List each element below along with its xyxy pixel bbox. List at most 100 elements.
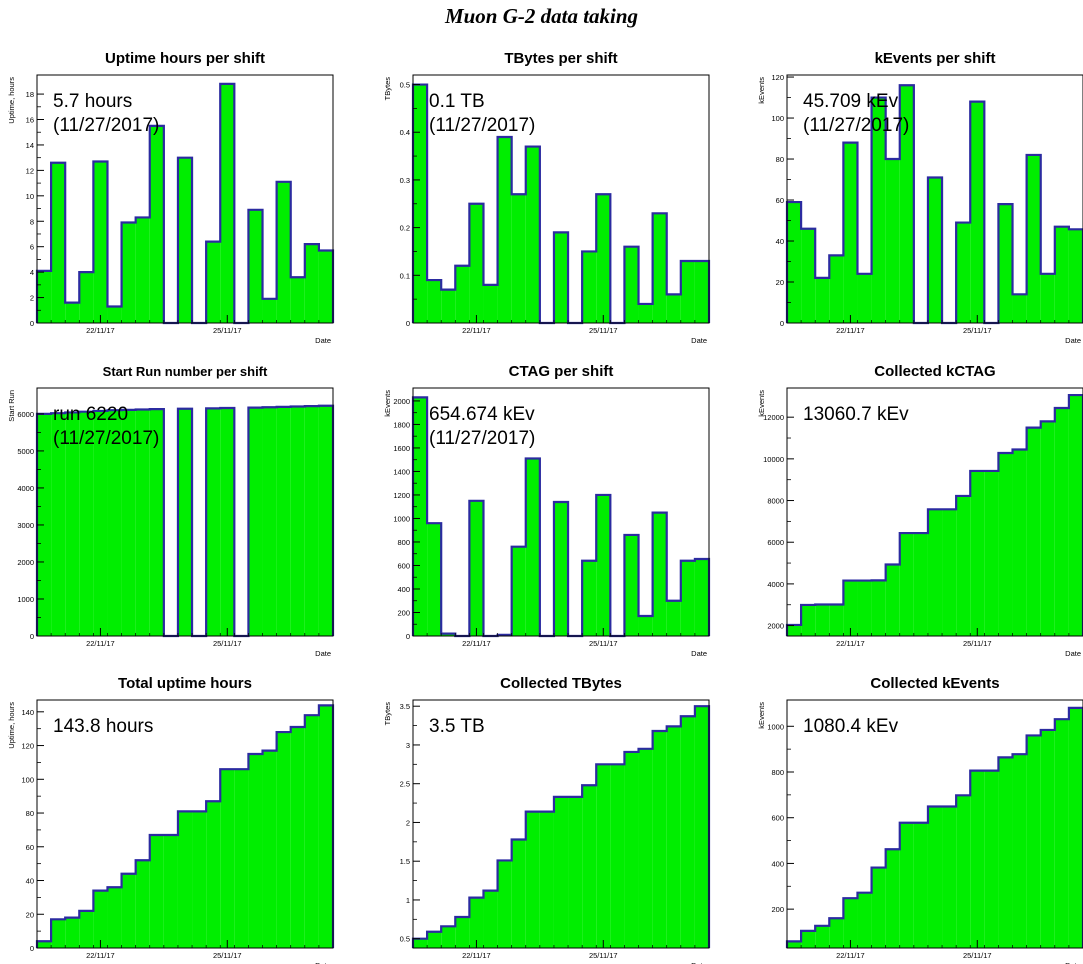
plot-frame: [786, 387, 1083, 637]
chart-title: Collected TBytes: [500, 675, 622, 692]
x-tick-label: 25/11/17: [213, 951, 242, 960]
chart-title: CTAG per shift: [509, 363, 614, 380]
bar: [441, 926, 456, 948]
bar: [93, 410, 108, 636]
x-tick-label: 25/11/17: [963, 326, 992, 335]
y-tick-label: 1000: [17, 595, 34, 604]
chart-panel: Collected kEvents 200 400 600 800 1000 22/11/1…: [757, 675, 1083, 964]
bar: [1012, 294, 1027, 323]
bar: [913, 822, 928, 948]
bar: [652, 512, 667, 636]
bar: [65, 412, 80, 636]
histogram-outline: [785, 84, 1083, 325]
y-axis-label: kEvents: [757, 77, 766, 104]
y-tick-label: 600: [771, 814, 784, 823]
bar: [815, 925, 830, 948]
chart-title: Uptime hours per shift: [105, 50, 265, 67]
y-tick-label: 400: [397, 585, 410, 594]
y-tick-label: 0.4: [400, 128, 410, 137]
bar: [304, 406, 319, 636]
bar: [135, 860, 150, 948]
histogram-outline: [35, 704, 335, 948]
bar: [525, 811, 540, 948]
y-tick-label: 2: [30, 294, 34, 303]
chart-title: Total uptime hours: [118, 675, 252, 692]
y-tick-label: 2.5: [400, 780, 410, 789]
bar: [248, 407, 263, 636]
bar: [455, 265, 470, 323]
bar: [304, 715, 319, 948]
bar: [680, 560, 695, 636]
bar: [149, 834, 164, 948]
x-axis-label: Date: [315, 961, 331, 964]
bar: [1012, 449, 1027, 636]
bar: [624, 534, 639, 636]
y-axis-label: Start Run: [7, 390, 16, 422]
bar: [37, 270, 52, 323]
bar: [1040, 273, 1055, 323]
y-tick-label: 0.1: [400, 271, 410, 280]
bar: [666, 600, 681, 636]
bar: [680, 716, 695, 948]
x-tick-label: 22/11/17: [462, 951, 491, 960]
value-annotation: 45.709 kEv: [803, 91, 899, 112]
bar: [262, 407, 277, 636]
bar: [135, 409, 150, 636]
y-axis-label: Uptime, hours: [7, 702, 16, 749]
bar: [885, 159, 900, 323]
bar: [843, 898, 858, 948]
bar: [206, 408, 221, 636]
bar: [276, 181, 291, 323]
y-tick-label: 0: [30, 632, 34, 641]
bar: [956, 795, 971, 948]
bar: [248, 753, 263, 948]
x-tick-label: 25/11/17: [963, 639, 992, 648]
bar: [998, 757, 1013, 948]
y-tick-label: 80: [776, 155, 784, 164]
x-tick-label: 22/11/17: [462, 639, 491, 648]
bar: [483, 890, 498, 948]
y-tick-label: 2000: [393, 397, 410, 406]
bar: [107, 410, 122, 636]
bar: [511, 546, 526, 636]
y-tick-label: 4000: [767, 580, 784, 589]
bar: [899, 533, 914, 636]
bar: [121, 409, 136, 636]
x-tick-label: 22/11/17: [836, 326, 865, 335]
value-annotation: 0.1 TB: [429, 91, 485, 112]
bar: [871, 867, 886, 948]
y-tick-label: 100: [21, 775, 34, 784]
bar: [177, 811, 193, 948]
bar: [843, 142, 858, 323]
bar: [469, 203, 484, 323]
bar: [899, 822, 914, 948]
bar: [177, 157, 193, 323]
y-tick-label: 80: [26, 809, 34, 818]
x-tick-label: 22/11/17: [86, 326, 115, 335]
bar: [65, 917, 80, 948]
y-tick-label: 400: [771, 859, 784, 868]
bar: [694, 559, 709, 636]
bar: [51, 413, 66, 636]
bar: [1040, 729, 1055, 948]
bar: [469, 897, 484, 948]
y-tick-label: 1600: [393, 444, 410, 453]
chart-panel: TBytes per shift 0 0.1 0.2 0.3 0.4 0.5 22/11/17…: [383, 50, 711, 345]
x-tick-label: 22/11/17: [836, 951, 865, 960]
y-tick-label: 140: [21, 708, 34, 717]
y-tick-label: 100: [771, 114, 784, 123]
bar: [624, 246, 639, 323]
x-tick-label: 25/11/17: [589, 326, 618, 335]
x-axis-label: Date: [1065, 961, 1081, 964]
x-tick-label: 22/11/17: [462, 326, 491, 335]
y-axis-label: TBytes: [383, 702, 392, 726]
bar: [871, 97, 886, 323]
histogram-outline: [411, 83, 711, 325]
x-tick-label: 25/11/17: [213, 326, 242, 335]
bar: [942, 509, 957, 636]
bar: [290, 726, 305, 948]
bar: [970, 770, 985, 948]
y-tick-label: 3.5: [400, 702, 410, 711]
bar: [829, 255, 844, 323]
